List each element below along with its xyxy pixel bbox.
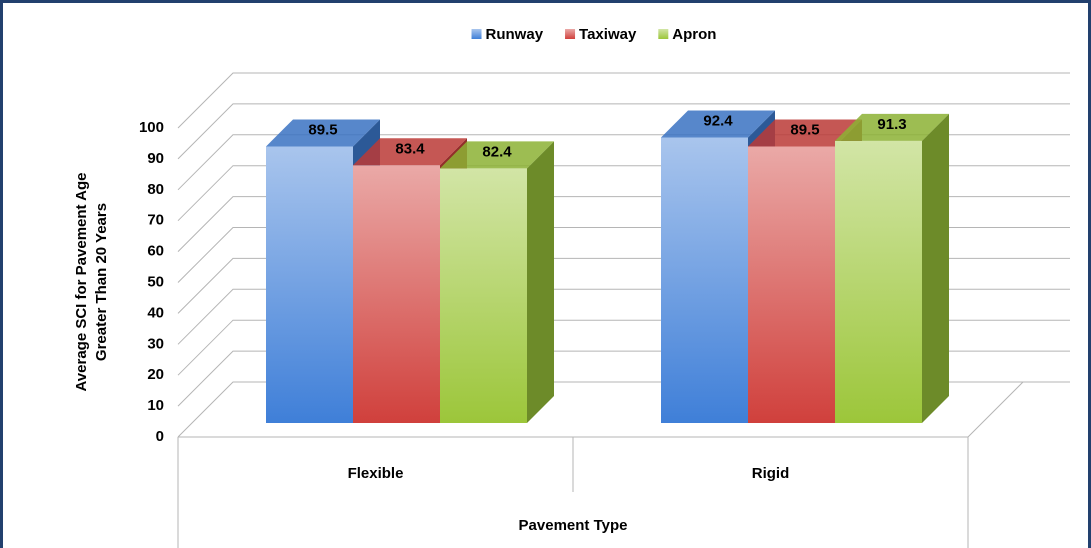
y-tick-label: 0 — [156, 428, 164, 445]
bar-top — [748, 119, 862, 147]
x-axis-label: Pavement Type — [519, 517, 628, 534]
bar-front — [266, 146, 353, 423]
bar-front — [748, 146, 835, 423]
legend-swatch — [565, 29, 576, 39]
data-label: 89.5 — [790, 121, 819, 138]
y-tick-label: 70 — [147, 212, 164, 229]
bar-side — [922, 113, 949, 424]
y-tick-label: 20 — [147, 366, 164, 383]
bar-top — [353, 138, 467, 166]
bar-front — [661, 137, 748, 423]
legend-swatch — [471, 29, 482, 39]
y-tick-label: 80 — [147, 181, 164, 198]
y-axis-label: Average SCI for Pavement Age Greater Tha… — [73, 173, 110, 392]
data-label: 92.4 — [703, 112, 733, 129]
bar-front — [440, 168, 527, 423]
legend-label: Runway — [486, 26, 544, 43]
bar — [835, 113, 949, 424]
y-tick-label: 90 — [147, 150, 164, 167]
y-tick-label: 30 — [147, 335, 164, 352]
legend: Runway Taxiway Apron — [471, 26, 716, 43]
y-tick-label: 50 — [147, 273, 164, 290]
bar — [440, 141, 554, 423]
y-label-line: Average SCI for Pavement Age — [73, 173, 90, 392]
bar-top — [661, 110, 775, 138]
legend-swatch — [658, 29, 669, 39]
grid-line — [177, 103, 1070, 160]
bar-side — [527, 141, 554, 423]
data-label: 89.5 — [308, 121, 337, 138]
legend-label: Taxiway — [579, 26, 637, 43]
bar-front — [353, 165, 440, 423]
y-tick-label: 60 — [147, 243, 164, 260]
bar-top — [440, 141, 554, 169]
y-label-line: Greater Than 20 Years — [93, 203, 110, 361]
data-label: 91.3 — [877, 116, 906, 133]
y-tick-label: 100 — [139, 119, 164, 136]
y-tick-label: 10 — [147, 397, 164, 414]
data-label: 83.4 — [395, 140, 425, 157]
x-tick-label: Flexible — [348, 465, 404, 482]
grid-line — [177, 72, 1070, 129]
bar-top — [266, 119, 380, 147]
x-tick-label: Rigid — [752, 465, 790, 482]
data-label: 82.4 — [482, 143, 512, 160]
bar-top — [835, 113, 949, 141]
bar-front — [835, 140, 922, 423]
legend-label: Apron — [672, 26, 716, 43]
y-tick-label: 40 — [147, 304, 164, 321]
